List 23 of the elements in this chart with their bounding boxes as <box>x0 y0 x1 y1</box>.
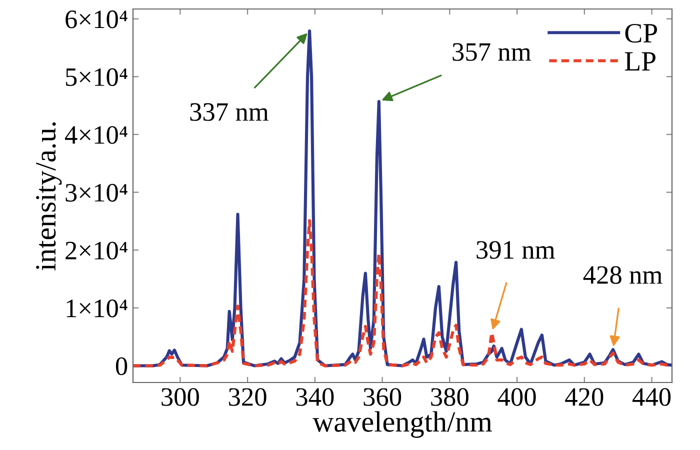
x-tick-label: 440 <box>632 388 671 406</box>
y-tick-label: 6×10⁴ <box>66 10 128 28</box>
y-tick-label: 5×10⁴ <box>66 68 128 86</box>
x-tick-label: 360 <box>364 388 402 406</box>
annotation: 428 nm <box>583 266 662 284</box>
x-tick-label: 380 <box>431 388 468 406</box>
y-tick-label: 1×10⁴ <box>66 300 128 318</box>
annotation: 391 nm <box>476 241 555 259</box>
y-tick-label: 4×10⁴ <box>64 126 128 144</box>
annotation: 337 nm <box>190 103 269 121</box>
x-tick-label: 300 <box>162 388 199 406</box>
x-tick-label: 340 <box>296 388 334 406</box>
x-tick-label: 400 <box>498 388 536 406</box>
x-tick-label: 320 <box>229 388 266 406</box>
y-tick-label: 3×10⁴ <box>66 184 128 202</box>
y-tick-label: 2×10⁴ <box>66 242 128 260</box>
y-axis-title: intensity/a.u. <box>36 122 62 270</box>
legend-label: CP <box>625 24 657 43</box>
legend-label: LP <box>624 52 656 70</box>
x-tick-label: 420 <box>565 388 604 406</box>
annotation: 357 nm <box>452 43 531 61</box>
x-axis-title: wavelength/nm <box>312 411 492 438</box>
y-tick-label: 0 <box>116 357 128 376</box>
